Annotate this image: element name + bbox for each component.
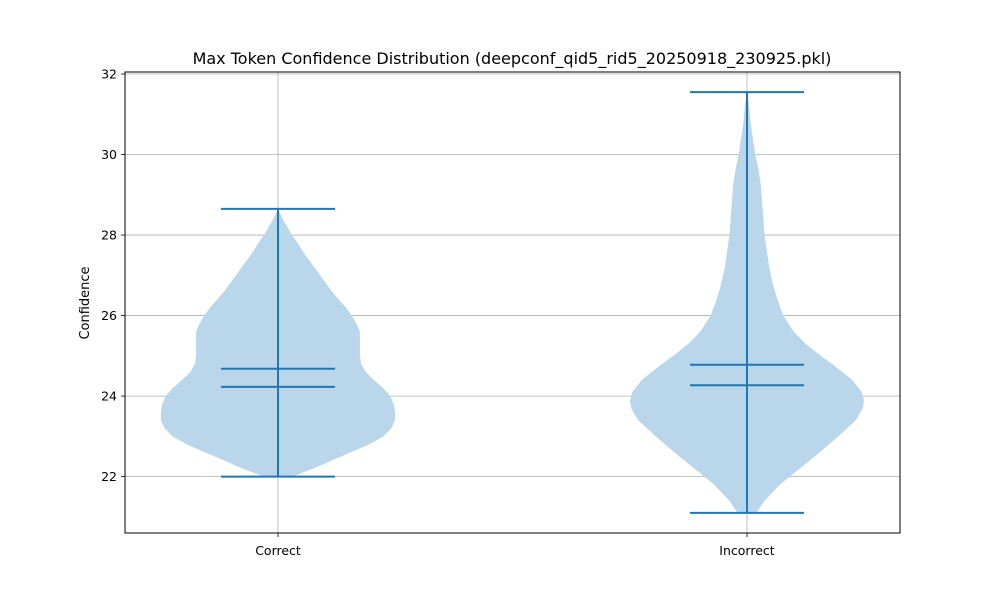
y-tick-label: 30 <box>101 147 117 162</box>
x-tick-label: Correct <box>255 543 301 558</box>
y-tick-label: 24 <box>101 389 117 404</box>
violin-stat-lines <box>221 91 804 514</box>
y-axis-label: Confidence <box>78 266 93 339</box>
y-tick-label: 22 <box>101 469 117 484</box>
chart-title: Max Token Confidence Distribution (deepc… <box>193 49 832 69</box>
plot-frame <box>124 71 901 534</box>
violins <box>161 92 864 513</box>
y-tick-label: 26 <box>101 308 117 323</box>
x-tick-label: Incorrect <box>719 543 774 558</box>
axis-ticks: 22 24 26 28 30 32 Correct Incorrect <box>101 67 775 558</box>
y-tick-label: 28 <box>101 228 117 243</box>
y-tick-label: 32 <box>101 67 117 82</box>
